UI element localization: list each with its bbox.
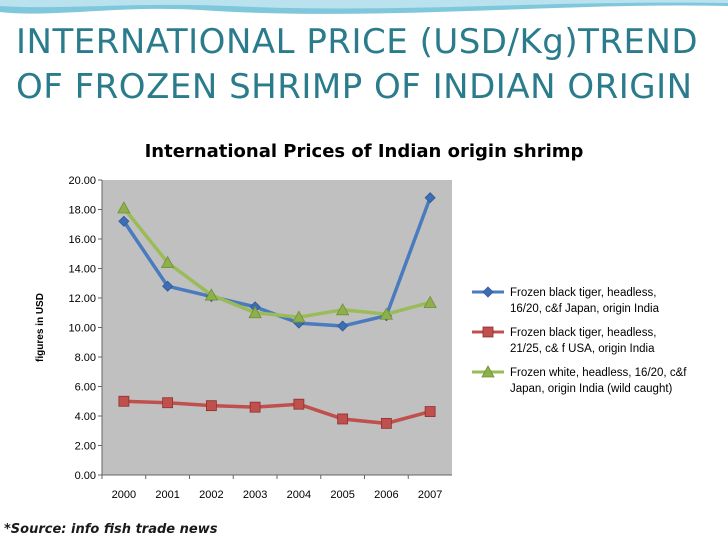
legend-label-2: 21/25, c& f USA, origin India [510,343,655,355]
data-point-series-2 [118,395,130,407]
y-tick-label: 18.00 [68,205,96,217]
source-note: *Source: info fish trade news [4,522,218,537]
header-decoration [0,0,728,14]
y-tick-label: 6.00 [75,382,96,394]
series-line-2 [123,399,431,426]
slide-title-line-1: INTERNATIONAL PRICE (USD/Kg)TREND [16,22,699,62]
x-tick-label: 2001 [155,489,179,501]
data-point-series-2 [162,397,174,409]
x-tick-label: 2007 [418,489,442,501]
series-line-3 [122,206,431,319]
x-tick-label: 2004 [287,489,311,501]
x-tick-label: 2005 [330,489,354,501]
y-tick-label: 0.00 [75,470,96,482]
y-tick-label: 4.00 [75,411,96,423]
legend-label-3: Japan, origin India (wild caught) [510,383,673,395]
slide-title-line-2: OF FROZEN SHRIMP OF INDIAN ORIGIN [16,67,693,107]
data-point-series-1 [118,215,130,227]
data-point-series-3 [204,288,219,301]
data-point-series-3 [117,201,131,214]
chart-title: International Prices of Indian origin sh… [145,141,584,162]
data-point-series-2 [293,398,305,410]
x-tick-label: 2000 [112,489,136,501]
y-tick-label: 8.00 [75,352,96,364]
data-point-series-1 [162,280,174,292]
legend-label-3: Frozen white, headless, 16/20, c&f [510,367,687,379]
legend-label-1: Frozen black tiger, headless, [510,287,656,299]
y-tick-label: 12.00 [68,293,96,305]
plot-area [102,180,452,475]
legend-label-1: 16/20, c&f Japan, origin India [510,303,660,315]
slide-title: INTERNATIONAL PRICE (USD/Kg)TREND OF FRO… [16,20,724,110]
legend-marker-1 [482,286,494,298]
data-point-series-3 [423,295,437,308]
data-point-series-2 [337,413,349,425]
data-point-series-2 [205,400,217,412]
y-tick-label: 2.00 [75,441,96,453]
chart-panel: International Prices of Indian origin sh… [12,124,717,522]
data-point-series-2 [424,406,436,417]
y-tick-label: 10.00 [68,323,96,335]
data-point-series-3 [292,310,306,323]
data-point-series-3 [379,307,394,320]
x-tick-label: 2006 [374,489,398,501]
data-point-series-3 [160,255,175,269]
data-point-series-3 [335,302,350,316]
y-axis-label: figures in USD [35,293,46,362]
data-point-series-1 [424,192,436,204]
legend-marker-2 [482,326,494,338]
data-point-series-3 [248,305,262,319]
data-point-series-2 [249,401,261,413]
line-chart: International Prices of Indian origin sh… [35,141,687,501]
y-tick-label: 14.00 [68,264,96,276]
data-point-series-2 [380,417,392,429]
legend-label-2: Frozen black tiger, headless, [510,327,656,339]
legend-marker-3 [481,365,495,378]
y-tick-label: 16.00 [68,234,96,246]
y-tick-label: 20.00 [68,175,96,187]
x-tick-label: 2002 [199,489,223,501]
data-point-series-1 [337,320,349,332]
x-tick-label: 2003 [243,489,267,501]
